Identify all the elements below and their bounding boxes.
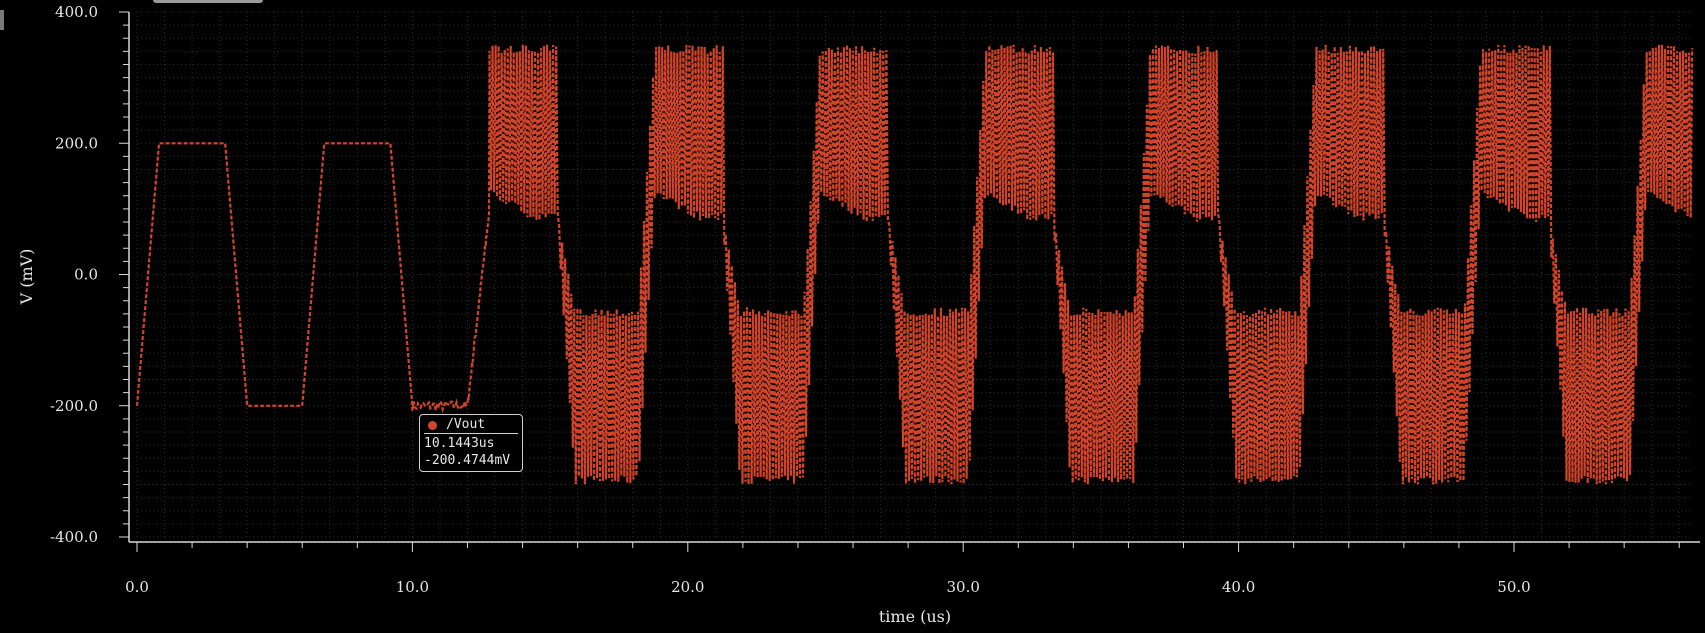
x-tick-label: 50.0 (1497, 578, 1530, 596)
x-tick-label: 40.0 (1222, 578, 1255, 596)
y-tick-label: 0.0 (74, 266, 98, 284)
x-tick-label: 10.0 (396, 578, 429, 596)
x-axis-label: time (us) (879, 607, 951, 626)
y-tick-label: 400.0 (55, 3, 98, 21)
x-tick-label: 0.0 (125, 578, 149, 596)
y-axis-label: V (mV) (17, 249, 36, 306)
series-vout (135, 44, 1694, 485)
axes: 0.0 10.0 20.0 30.0 40.0 50.0 400.0 200.0 0.0 -200… (50, 3, 1700, 596)
marker-readout[interactable]: /Vout 10.1443us -200.4744mV (419, 414, 523, 472)
vout-trace[interactable] (135, 44, 1694, 485)
y-tick-label: -200.0 (50, 397, 98, 415)
x-tick-label: 30.0 (946, 578, 979, 596)
x-tick-label: 20.0 (671, 578, 704, 596)
marker-header: /Vout (424, 417, 518, 434)
left-scroll-handle[interactable] (0, 10, 4, 30)
marker-dot-icon (428, 421, 437, 430)
window-tab-handle[interactable] (153, 0, 263, 3)
y-tick-label: -400.0 (50, 528, 98, 546)
marker-trace-name: /Vout (446, 417, 486, 432)
y-tick-label: 200.0 (55, 134, 98, 152)
marker-y-value: -200.4744mV (424, 453, 511, 468)
marker-x-value: 10.1443us (424, 436, 495, 451)
